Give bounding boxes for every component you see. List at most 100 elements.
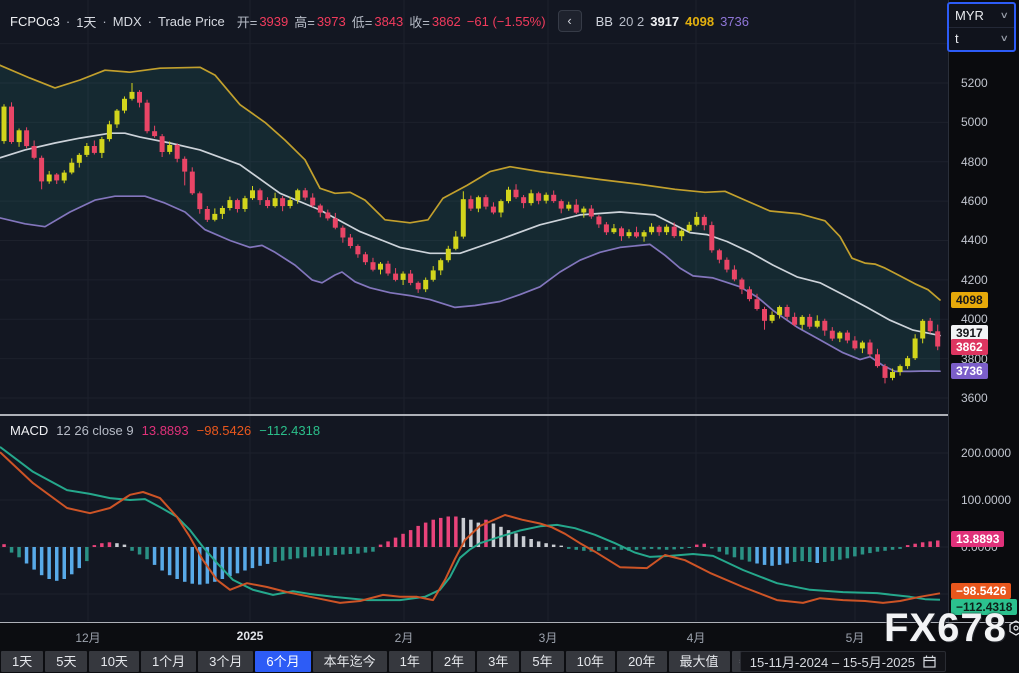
range-button-2年[interactable]: 2年 [432, 651, 476, 672]
range-button-5年[interactable]: 5年 [521, 651, 564, 672]
range-button-1个月[interactable]: 1个月 [140, 651, 197, 672]
range-button-5天[interactable]: 5天 [45, 651, 88, 672]
macd-hist-bar [2, 544, 6, 547]
candle-body [551, 194, 557, 202]
candle-body [91, 146, 97, 153]
candle-body [378, 263, 383, 270]
bollinger-lower-band [0, 195, 941, 373]
candle-body [619, 228, 624, 237]
macd-hist-bar [567, 547, 571, 549]
macd-hist-bar [220, 547, 225, 579]
candle-body [867, 342, 873, 355]
macd-hist-bar [860, 547, 865, 555]
macd-hist-bar [905, 545, 910, 547]
range-button-最大值[interactable]: 最大值 [668, 651, 730, 672]
candle-body [611, 228, 617, 233]
macd-hist-bar [213, 547, 217, 582]
macd-hist-bar [830, 547, 835, 562]
axis-price-label: 4200 [961, 273, 988, 287]
range-button-6个月[interactable]: 6个月 [255, 651, 311, 672]
macd-hist-bar [551, 544, 556, 547]
currency-select[interactable]: MYR ∨ [949, 4, 1014, 28]
range-button-10年[interactable]: 10年 [565, 651, 616, 672]
candle-body [912, 338, 918, 359]
candle-body [784, 307, 790, 317]
candle-body [859, 342, 865, 349]
chart-canvas[interactable] [0, 0, 948, 622]
candle-body [227, 200, 233, 208]
collapse-legend-button[interactable]: ‹ [557, 10, 582, 32]
range-button-20年[interactable]: 20年 [617, 651, 667, 672]
macd-hist-bar [823, 547, 827, 562]
time-axis[interactable]: 12月 2025 2月 3月 4月 5月 [0, 622, 1019, 650]
macd-hist-bar [695, 544, 699, 547]
interval-label[interactable]: 1天 [76, 14, 97, 30]
pane-divider[interactable] [0, 414, 948, 416]
candle-body [777, 307, 783, 315]
candle-body [897, 366, 903, 372]
date-range-text: 15-11月-2024 – 15-5月-2025 [749, 655, 915, 670]
price-axis[interactable]: 5200 5000 4800 4600 4400 4200 4000 3800 3600 200.… [948, 0, 1019, 622]
candle-body [528, 193, 534, 204]
chart-background [0, 0, 948, 622]
candle-body [302, 190, 308, 198]
candle-body [415, 282, 421, 290]
date-range-picker[interactable]: 15-11月-2024 – 15-5月-2025 [739, 651, 946, 672]
macd-indicator-name[interactable]: MACD [10, 422, 49, 438]
macd-hist-bar [32, 547, 36, 570]
macd-hist-bar [122, 544, 127, 547]
range-button-1天[interactable]: 1天 [1, 651, 44, 672]
macd-hist-bar [928, 541, 932, 547]
macd-hist-value: 13.8893 [141, 422, 189, 438]
macd-hist-bar [235, 547, 240, 574]
macd-hist-bar [303, 547, 307, 558]
symbol-name[interactable]: FCPOc3 [10, 13, 60, 29]
price-badge: 4098 [951, 292, 988, 308]
candle-body [144, 102, 150, 132]
chevron-down-icon: ∨ [1000, 9, 1010, 20]
range-button-3年[interactable]: 3年 [477, 651, 520, 672]
macd-hist-bar [597, 547, 601, 551]
bb-indicator-name[interactable]: BB [595, 13, 613, 29]
candle-body [54, 174, 60, 181]
macd-hist-bar [853, 547, 857, 557]
macd-hist-bar [273, 547, 277, 562]
macd-hist-bar [311, 547, 315, 557]
candle-body [852, 340, 858, 349]
macd-hist-bar [777, 547, 782, 565]
candle-body [762, 309, 767, 321]
price-badge: 3917 [951, 325, 988, 341]
macd-hist-bar [62, 547, 66, 579]
macd-hist-bar [265, 547, 270, 564]
macd-hist-bar [672, 547, 676, 550]
macd-hist-bar [687, 547, 691, 548]
macd-hist-bar [9, 547, 14, 553]
macd-hist-bar [130, 547, 134, 551]
candle-body [747, 289, 752, 300]
candle-body [76, 154, 82, 163]
range-button-1年[interactable]: 1年 [388, 651, 431, 672]
macd-hist-bar [664, 547, 669, 550]
range-button-3个月[interactable]: 3个月 [198, 651, 254, 672]
macd-hist-bar [680, 547, 684, 549]
macd-hist-bar [446, 516, 450, 547]
candle-body [513, 189, 519, 198]
exchange-label: MDX [112, 13, 142, 29]
bb-mid-value: 3917 [650, 13, 680, 29]
candle-body [212, 213, 218, 220]
range-button-10天[interactable]: 10天 [89, 651, 139, 672]
candle-body [814, 320, 820, 327]
unit-select[interactable]: t ∨ [949, 28, 1014, 51]
macd-hist-bar [890, 547, 895, 550]
axis-price-label: 3600 [961, 391, 988, 405]
macd-hist-bar [702, 543, 706, 547]
candle-body [483, 197, 489, 207]
candle-body [536, 193, 542, 201]
range-button-本年迄今[interactable]: 本年迄今 [312, 651, 387, 672]
macd-hist-bar [228, 547, 232, 577]
bb-params: 20 2 [618, 13, 645, 29]
macd-line-value: −98.5426 [196, 422, 252, 438]
currency-unit-selector: MYR ∨ t ∨ [947, 2, 1016, 52]
macd-hist-bar [725, 547, 729, 555]
